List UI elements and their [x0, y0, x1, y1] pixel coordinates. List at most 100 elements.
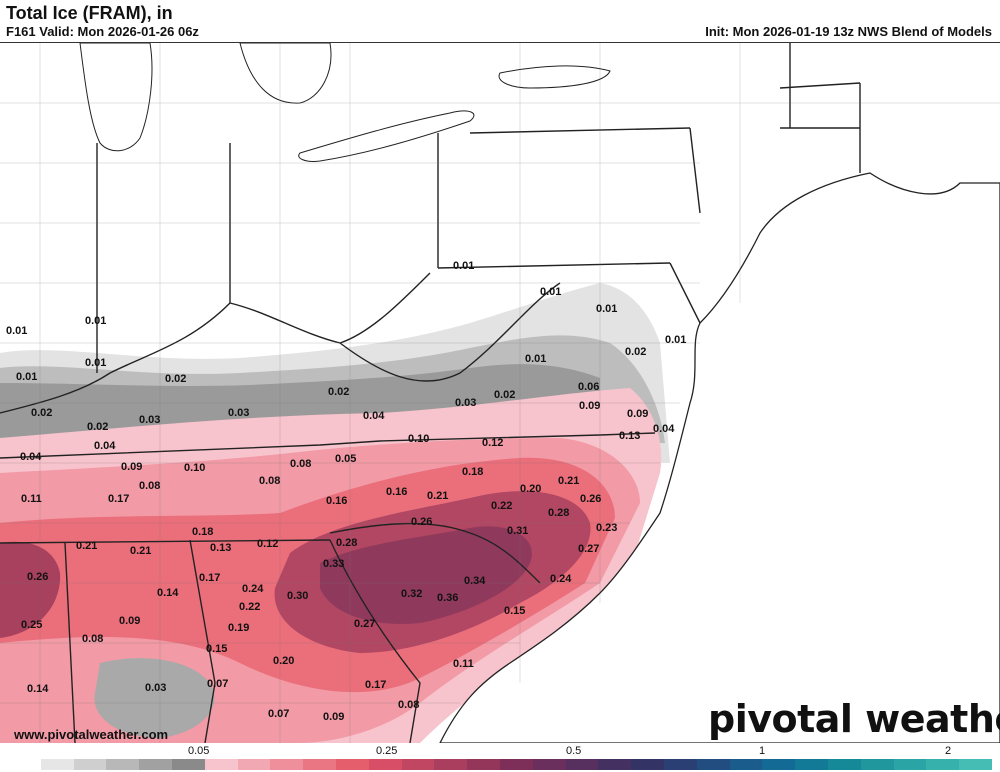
color-scale-swatch: [204, 759, 238, 770]
ice-value-label: 0.36: [437, 592, 459, 604]
ice-value-label: 0.04: [653, 423, 675, 435]
atlantic-ocean: [439, 172, 1000, 743]
color-scale-swatch: [631, 759, 664, 770]
color-scale-swatch: [795, 759, 828, 770]
ice-value-label: 0.33: [323, 558, 345, 570]
ice-value-label: 0.02: [31, 407, 53, 419]
ice-value-label: 0.21: [76, 540, 98, 552]
ice-value-label: 0.01: [596, 303, 618, 315]
al-ga: [189, 539, 216, 743]
color-scale-swatch: [696, 759, 730, 770]
site-watermark: www.pivotalweather.com: [14, 727, 169, 742]
ice-value-label: 0.02: [625, 346, 647, 358]
ice-value-label: 0.03: [145, 682, 167, 694]
ice-value-label: 0.17: [199, 572, 221, 584]
ice-value-label: 0.17: [365, 679, 387, 691]
ice-value-label: 0.11: [21, 493, 42, 505]
tn-ga-al: [0, 539, 331, 544]
color-scale-swatch: [237, 759, 271, 770]
ice-value-label: 0.21: [558, 475, 580, 487]
ice-value-label: 0.01: [6, 325, 28, 337]
ice-value-label: 0.24: [242, 583, 264, 595]
color-scale-swatch: [401, 759, 435, 770]
map-canvas: [0, 43, 1000, 743]
ice-value-label: 0.06: [578, 381, 600, 393]
ice-value-label: 0.13: [210, 542, 232, 554]
ga-sc: [329, 539, 421, 743]
pivotal-weather-logo: pivotal weather: [708, 697, 1000, 741]
ice-value-label: 0.30: [287, 590, 309, 602]
ice-value-label: 0.26: [411, 516, 433, 528]
ice-value-label: 0.20: [520, 483, 542, 495]
ice-band-dark-gray: [0, 364, 600, 438]
lake-erie: [298, 110, 475, 162]
color-scale-swatch: [139, 759, 172, 770]
scale-tick-3: 1: [759, 745, 766, 757]
ice-value-label: 0.20: [273, 655, 295, 667]
ice-value-label: 0.21: [130, 545, 152, 557]
ice-value-label: 0.02: [165, 373, 187, 385]
ice-value-label: 0.03: [455, 397, 477, 409]
lake-michigan: [79, 43, 153, 152]
ky-tn: [0, 432, 656, 459]
ice-value-label: 0.09: [323, 711, 345, 723]
ice-value-label: 0.01: [540, 286, 562, 298]
ice-value-label: 0.28: [548, 507, 570, 519]
ice-value-label: 0.27: [354, 618, 376, 630]
ice-value-label: 0.01: [85, 357, 107, 369]
nc-sc: [329, 522, 541, 584]
color-scale-swatch: [303, 759, 336, 770]
color-scale-swatch: [729, 759, 763, 770]
ice-band-south-gray: [94, 658, 215, 738]
state-borders: [0, 43, 861, 743]
ice-value-label: 0.01: [85, 315, 107, 327]
map-title: Total Ice (FRAM), in: [6, 3, 173, 23]
color-scale-swatch: [663, 759, 697, 770]
pa-north: [469, 127, 691, 134]
color-scale-swatch: [335, 759, 369, 770]
ice-value-label: 0.11: [453, 658, 474, 670]
forecast-map[interactable]: 0.01 0.01 0.01 0.02 0.01 0.01 0.01 0.01 0.01 0.01…: [0, 42, 1000, 743]
ice-band-west-magenta: [0, 541, 61, 638]
color-scale-swatch: [171, 759, 205, 770]
ice-value-label: 0.22: [491, 500, 513, 512]
ice-value-label: 0.07: [268, 708, 290, 720]
ice-value-label: 0.09: [627, 408, 649, 420]
ice-value-label: 0.31: [507, 525, 529, 537]
ice-value-label: 0.23: [596, 522, 618, 534]
color-scale-swatch: [40, 759, 74, 770]
color-scale-swatch: [73, 759, 107, 770]
ice-value-label: 0.25: [21, 619, 43, 631]
nj-line: [669, 262, 701, 324]
ice-value-label: 0.04: [94, 440, 116, 452]
ice-value-label: 0.28: [336, 537, 358, 549]
ice-value-label: 0.09: [579, 400, 601, 412]
ice-value-label: 0.01: [453, 260, 475, 272]
color-scale-swatch: [565, 759, 599, 770]
ice-value-label: 0.01: [525, 353, 547, 365]
ice-value-label: 0.21: [427, 490, 449, 502]
color-scale-swatch: [106, 759, 140, 770]
ice-value-label: 0.09: [119, 615, 141, 627]
ice-value-label: 0.14: [157, 587, 179, 599]
ice-value-label: 0.15: [504, 605, 526, 617]
ice-value-label: 0.03: [228, 407, 250, 419]
lake-huron: [239, 43, 332, 104]
ice-value-label: 0.05: [335, 453, 357, 465]
ice-value-label: 0.02: [494, 389, 516, 401]
ice-value-label: 0.16: [326, 495, 348, 507]
ice-value-label: 0.16: [386, 486, 408, 498]
great-lakes: [79, 43, 611, 162]
ice-value-label: 0.13: [619, 430, 641, 442]
ice-value-label: 0.17: [108, 493, 130, 505]
ice-value-label: 0.10: [408, 433, 430, 445]
color-scale-swatch: [368, 759, 402, 770]
ice-value-label: 0.32: [401, 588, 423, 600]
ice-value-label: 0.18: [462, 466, 484, 478]
ice-value-label: 0.26: [27, 571, 49, 583]
color-scale-swatch: [499, 759, 533, 770]
pa-south: [437, 262, 671, 269]
ice-value-label: 0.14: [27, 683, 49, 695]
color-scale-swatch: [434, 759, 468, 770]
color-scale-swatch: [827, 759, 861, 770]
